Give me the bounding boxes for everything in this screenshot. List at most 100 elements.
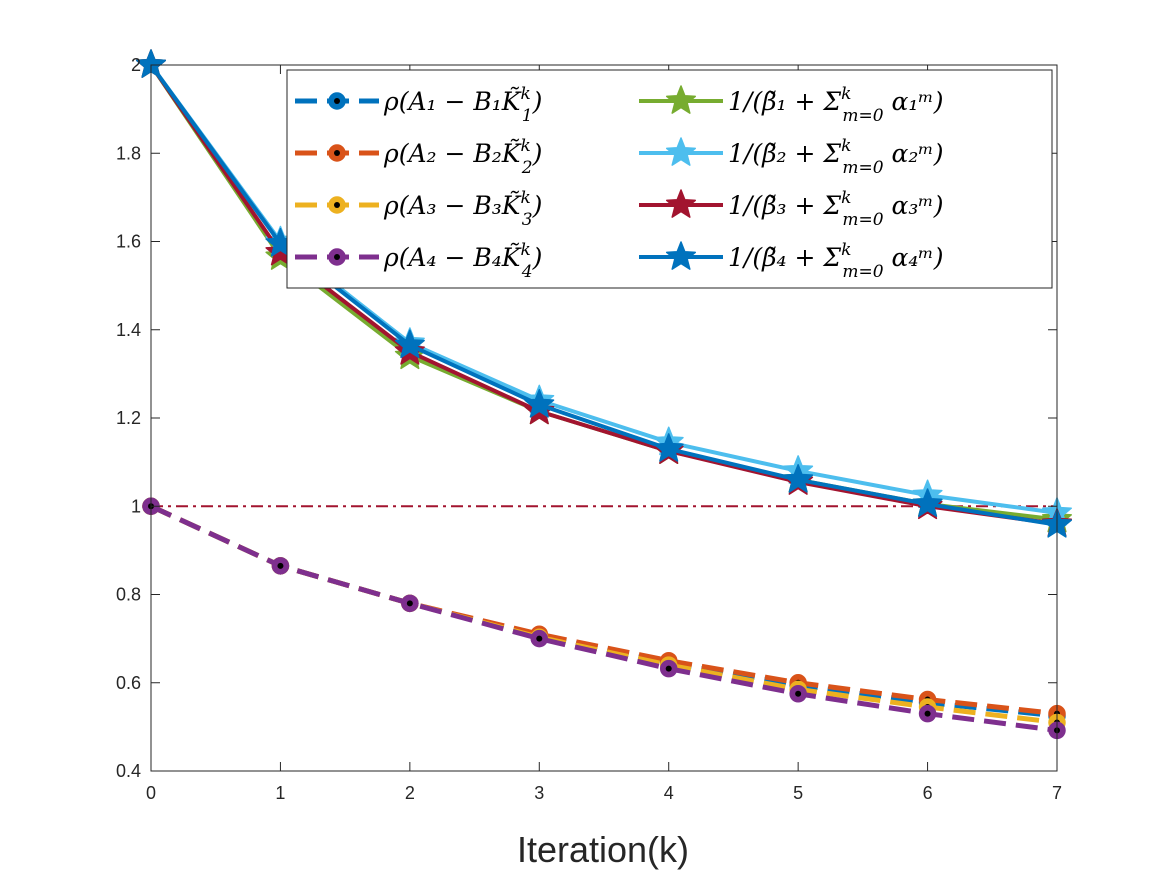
x-axis-title: Iteration(k) (517, 829, 689, 870)
legend-label: ρ(A₃ − B₃K̃k 3) (383, 188, 542, 230)
legend-label: 1/(β̃₄ + Σk m=0 α₄ᵐ) (728, 240, 944, 282)
legend-label-tail: α₂ᵐ) (884, 139, 944, 168)
legend-label: ρ(A₁ − B₁K̃k 1) (383, 84, 542, 126)
marker-center-dot (277, 562, 284, 569)
x-tick-label: 7 (1052, 783, 1062, 803)
legend-entry-6: 1/(β̃₂ + Σk m=0 α₂ᵐ) (639, 136, 944, 178)
y-tick-label: 0.4 (116, 761, 141, 781)
legend-marker (328, 248, 346, 266)
y-tick-label: 0.8 (116, 585, 141, 605)
legend-label-tail: α₄ᵐ) (884, 243, 944, 272)
legend-label-sup: k (841, 240, 851, 260)
legend-label: ρ(A₂ − B₂K̃k 2) (383, 136, 542, 178)
marker-center-dot (334, 254, 340, 260)
legend-label-sup: k (841, 188, 851, 208)
y-tick-label: 1.8 (116, 143, 141, 163)
data-point (524, 389, 555, 418)
legend-entry-4: ρ(A₄ − B₄K̃k 4) (295, 240, 542, 282)
legend-entry-3: ρ(A₃ − B₃K̃k 3) (295, 188, 542, 230)
legend-entry-7: 1/(β̃₃ + Σk m=0 α₃ᵐ) (639, 188, 944, 230)
legend-label: 1/(β̃₂ + Σk m=0 α₂ᵐ) (728, 136, 944, 178)
legend-entry-1: ρ(A₁ − B₁K̃k 1) (295, 84, 542, 126)
data-point (783, 464, 814, 493)
legend-label-tail: ) (532, 87, 543, 116)
legend-label-sup: k (520, 240, 530, 260)
legend-label: 1/(β̃₃ + Σk m=0 α₃ᵐ) (728, 188, 944, 230)
data-point (653, 433, 684, 462)
legend: ρ(A₁ − B₁K̃k 1)ρ(A₂ − B₂K̃k 2)ρ(A₃ − B₃K̃k… (286, 69, 1053, 289)
data-point (912, 488, 943, 517)
legend-label: 1/(β̃₁ + Σk m=0 α₁ᵐ) (728, 84, 944, 126)
legend-entry-2: ρ(A₂ − B₂K̃k 2) (295, 136, 542, 178)
data-point (659, 659, 678, 678)
series-4 (142, 497, 1066, 740)
data-point (271, 557, 290, 575)
x-tick-label: 2 (405, 783, 415, 803)
legend-label-sup: k (841, 84, 851, 104)
legend-label-tail: ) (532, 243, 543, 272)
y-tick-label: 1.6 (116, 232, 141, 252)
legend-label-sub: 4 (521, 262, 533, 282)
legend-label-sub: 1 (522, 106, 533, 126)
legend-label-tail: ) (532, 191, 543, 220)
data-point (530, 629, 549, 648)
legend-label-main: ρ(A₂ − B₂K̃ (383, 139, 522, 168)
x-tick-label: 1 (275, 783, 285, 803)
legend-label-sub: 2 (521, 158, 533, 178)
x-tick-label: 6 (923, 783, 933, 803)
legend-entry-5: 1/(β̃₁ + Σk m=0 α₁ᵐ) (639, 84, 944, 126)
y-tick-label: 2 (131, 55, 141, 75)
marker-center-dot (406, 600, 413, 607)
marker-center-dot (334, 202, 340, 208)
marker-center-dot (924, 710, 931, 717)
legend-marker (665, 85, 697, 114)
y-tick-label: 1.2 (116, 408, 141, 428)
legend-label-sub: 3 (522, 210, 533, 230)
legend-entry-8: 1/(β̃₄ + Σk m=0 α₄ᵐ) (639, 240, 944, 282)
legend-label-main: 1/(β̃₃ + Σ (728, 191, 841, 220)
legend-label-sup: k (520, 188, 530, 208)
legend-label-main: ρ(A₃ − B₃K̃ (383, 191, 522, 220)
marker-center-dot (334, 150, 340, 156)
data-point (394, 329, 425, 359)
legend-label-sup: k (520, 84, 530, 104)
y-tick-label: 1.4 (116, 320, 141, 340)
x-tick-label: 4 (664, 783, 674, 803)
data-point (789, 685, 807, 703)
legend-marker (665, 137, 697, 166)
y-tick-label: 0.6 (116, 673, 141, 693)
legend-label-sub: m=0 (842, 158, 883, 178)
data-point (401, 594, 419, 613)
legend-marker (328, 92, 346, 110)
legend-marker (328, 144, 346, 162)
axes: 0 1 2 3 4 5 6 7 0.4 0.6 0.8 1 1.2 1.4 1.6 1.8 2 (116, 55, 1062, 803)
legend-label-main: 1/(β̃₂ + Σ (728, 139, 841, 168)
x-tick-label: 0 (146, 783, 156, 803)
legend-marker (665, 241, 697, 270)
y-tick-label: 1 (131, 496, 141, 516)
legend-marker (665, 189, 697, 218)
legend-label-sup: k (841, 136, 851, 156)
marker-center-dot (665, 665, 672, 672)
marker-center-dot (536, 635, 543, 642)
series-line (149, 503, 1058, 733)
data-point (918, 704, 937, 723)
legend-label-main: ρ(A₄ − B₄K̃ (383, 243, 522, 272)
legend-label: ρ(A₄ − B₄K̃k 4) (383, 240, 542, 282)
legend-label-main: 1/(β̃₁ + Σ (728, 87, 841, 116)
marker-center-dot (334, 98, 340, 104)
legend-label-tail: α₃ᵐ) (884, 191, 944, 220)
legend-label-tail: α₁ᵐ) (884, 87, 944, 116)
legend-label-sup: k (520, 136, 530, 156)
legend-label-main: 1/(β̃₄ + Σ (728, 243, 841, 272)
x-tick-label: 5 (793, 783, 803, 803)
series-group (135, 49, 1073, 740)
legend-label-sub: m=0 (842, 262, 883, 282)
marker-center-dot (795, 690, 802, 697)
x-tick-label: 3 (534, 783, 544, 803)
legend-marker (328, 196, 346, 214)
legend-label-sub: m=0 (842, 106, 883, 126)
legend-label-sub: m=0 (842, 210, 883, 230)
legend-label-main: ρ(A₁ − B₁K̃ (383, 87, 522, 116)
